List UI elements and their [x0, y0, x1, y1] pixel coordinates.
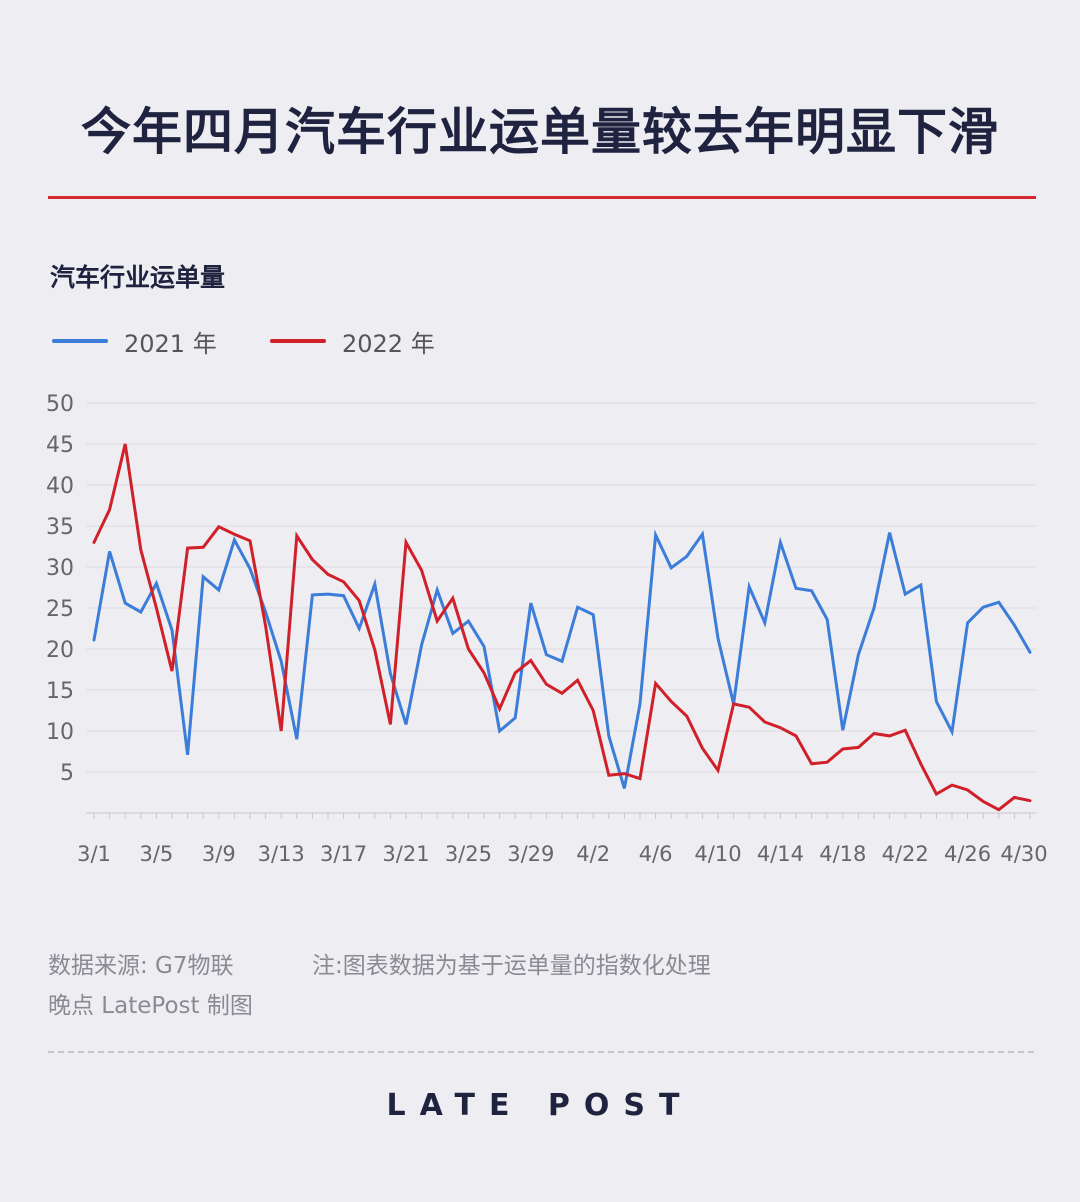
data-note: 注:图表数据为基于运单量的指数化处理	[312, 953, 711, 979]
x-tick-label: 3/25	[445, 842, 492, 866]
legend-label-2021: 2021 年	[124, 330, 217, 358]
y-tick-label: 40	[46, 474, 74, 499]
y-tick-label: 10	[46, 720, 74, 745]
x-tick-label: 3/13	[258, 842, 305, 866]
line-chart: 5 10 15 20 25 30 35 40 45 50 3/1 3/5 3/9 3/13 3/17 3/21…	[46, 392, 1048, 866]
y-tick-label: 30	[46, 556, 74, 581]
x-tick-label: 4/6	[639, 842, 673, 866]
latepost-logo: LATE POST	[386, 1088, 694, 1123]
x-tick-label: 4/30	[1000, 842, 1047, 866]
footer-divider	[48, 1051, 1034, 1053]
legend-label-2022: 2022 年	[342, 330, 435, 358]
x-tick-label: 4/2	[576, 842, 610, 866]
x-tick-label: 4/22	[882, 842, 929, 866]
y-tick-label: 25	[46, 597, 74, 622]
chart-title: 汽车行业运单量	[50, 263, 226, 292]
title-divider	[48, 196, 1036, 199]
x-tick-label: 3/5	[140, 842, 174, 866]
x-tick-label: 4/26	[944, 842, 991, 866]
y-tick-label: 45	[46, 433, 74, 458]
x-tick-label: 3/1	[77, 842, 111, 866]
chart-credit: 晚点 LatePost 制图	[48, 993, 253, 1019]
data-source: 数据来源: G7物联	[48, 953, 234, 979]
page-title: 今年四月汽车行业运单量较去年明显下滑	[81, 103, 999, 161]
legend-swatch-2021	[52, 339, 108, 343]
x-tick-label: 4/18	[819, 842, 866, 866]
legend-swatch-2022	[270, 339, 326, 343]
y-tick-label: 5	[60, 761, 74, 786]
x-tick-label: 3/29	[507, 842, 554, 866]
x-tick-label: 3/17	[320, 842, 367, 866]
y-tick-label: 20	[46, 638, 74, 663]
x-tick-label: 4/10	[694, 842, 741, 866]
series-line-2022	[92, 443, 1032, 812]
x-tick-label: 4/14	[757, 842, 804, 866]
x-tick-label: 3/9	[202, 842, 236, 866]
series-line-2021	[92, 529, 1032, 789]
y-tick-label: 15	[46, 679, 74, 704]
y-tick-label: 35	[46, 515, 74, 540]
y-tick-label: 50	[46, 392, 74, 417]
x-tick-label: 3/21	[382, 842, 429, 866]
